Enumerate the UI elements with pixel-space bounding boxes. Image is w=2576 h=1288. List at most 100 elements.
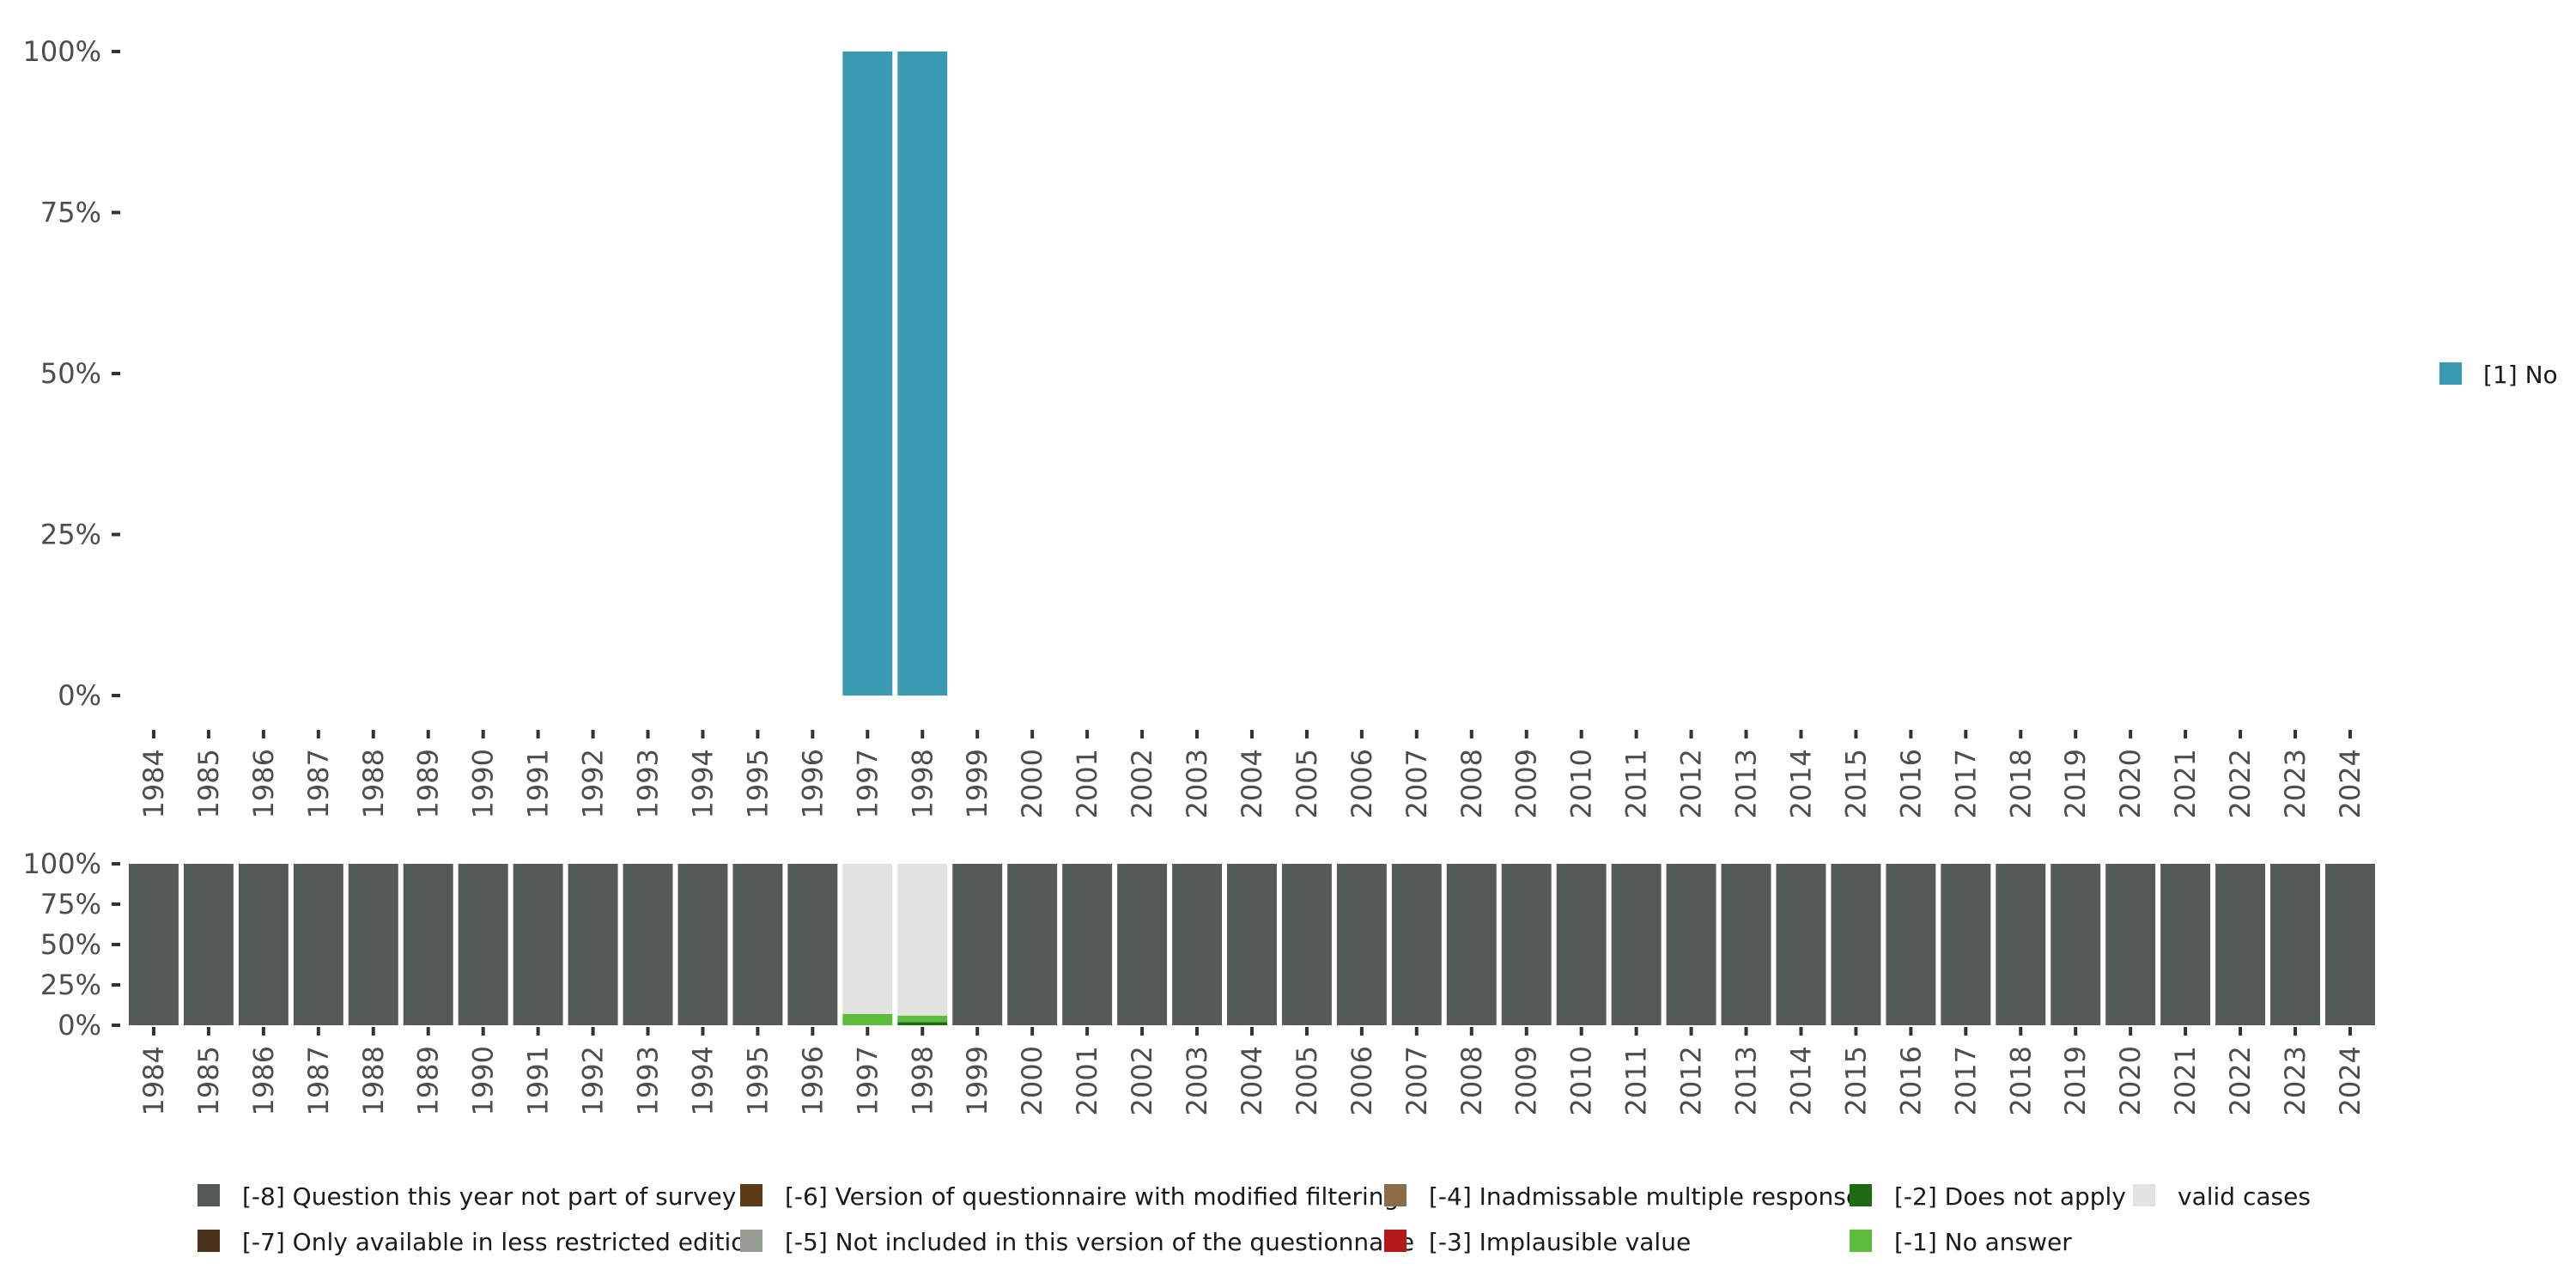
bar-segment — [1886, 864, 1936, 1025]
x-tick-label: 2002 — [1126, 749, 1158, 818]
bar-segment — [1611, 864, 1662, 1025]
bar-segment — [897, 52, 948, 696]
bar-segment — [1831, 864, 1881, 1025]
x-tick-label: 2004 — [1236, 1046, 1268, 1115]
x-tick-label: 2012 — [1675, 1046, 1708, 1115]
x-tick-label: 1993 — [632, 749, 665, 818]
legend-label: [-8] Question this year not part of surv… — [242, 1182, 736, 1211]
x-tick-label: 1995 — [741, 1046, 774, 1115]
x-tick-label: 2022 — [2224, 749, 2257, 818]
x-tick-label: 1985 — [192, 749, 225, 818]
x-tick-label: 2009 — [1510, 1046, 1543, 1115]
bar-segment — [732, 864, 783, 1025]
x-tick-label: 2001 — [1071, 1046, 1103, 1115]
bar-segment — [1666, 864, 1716, 1025]
legend-swatch — [1384, 1184, 1406, 1206]
legend-label: [-3] Implausible value — [1429, 1228, 1691, 1256]
x-tick-label: 2000 — [1016, 749, 1048, 818]
x-tick-label: 2017 — [1949, 1046, 1982, 1115]
bar-segment — [1721, 864, 1771, 1025]
y-tick-label: 0% — [58, 679, 101, 712]
legend-label: [-7] Only available in less restricted e… — [242, 1228, 761, 1256]
y-tick-label: 100% — [23, 35, 101, 68]
bar-segment — [623, 864, 673, 1025]
x-tick-label: 2012 — [1675, 749, 1708, 818]
x-tick-label: 2024 — [2334, 1046, 2366, 1115]
bar-segment — [568, 864, 618, 1025]
x-tick-label: 1998 — [906, 1046, 939, 1115]
x-tick-label: 2017 — [1949, 749, 1982, 818]
x-tick-label: 2018 — [2004, 1046, 2037, 1115]
x-tick-label: 2006 — [1346, 749, 1378, 818]
bar-segment — [129, 864, 179, 1025]
x-tick-label: 1995 — [741, 749, 774, 818]
bar-segment — [897, 864, 948, 1016]
x-tick-label: 1987 — [302, 1046, 335, 1115]
legend-swatch — [197, 1230, 220, 1252]
bar-segment — [952, 864, 1003, 1025]
x-tick-label: 1988 — [357, 749, 390, 818]
x-tick-label: 2001 — [1071, 749, 1103, 818]
x-tick-label: 2000 — [1016, 1046, 1048, 1115]
legend-swatch — [1850, 1230, 1872, 1252]
x-tick-label: 2019 — [2059, 749, 2092, 818]
x-tick-label: 1990 — [467, 1046, 500, 1115]
x-tick-label: 1992 — [577, 1046, 610, 1115]
x-tick-label: 2011 — [1620, 1046, 1653, 1115]
legend-swatch — [740, 1230, 762, 1252]
x-tick-label: 2003 — [1181, 1046, 1213, 1115]
bar-segment — [2270, 864, 2320, 1025]
bar-segment — [1776, 864, 1826, 1025]
x-tick-label: 1999 — [961, 1046, 993, 1115]
x-tick-label: 2021 — [2169, 749, 2202, 818]
x-tick-label: 2008 — [1455, 749, 1488, 818]
bar-segment — [842, 52, 893, 696]
x-tick-label: 1998 — [906, 749, 939, 818]
legend-swatch — [740, 1184, 762, 1206]
x-tick-label: 2010 — [1565, 749, 1598, 818]
x-tick-label: 1994 — [686, 749, 719, 818]
legend-swatch — [1850, 1184, 1872, 1206]
x-tick-label: 2022 — [2224, 1046, 2257, 1115]
x-tick-label: 2015 — [1839, 749, 1872, 818]
bar-segment — [2050, 864, 2101, 1025]
legend-swatch — [2133, 1184, 2155, 1206]
bar-segment — [1281, 864, 1332, 1025]
y-tick-label: 75% — [40, 888, 101, 920]
x-tick-label: 2004 — [1236, 749, 1268, 818]
bar-segment — [787, 864, 838, 1025]
x-tick-label: 2014 — [1784, 1046, 1817, 1115]
bar-segment — [1446, 864, 1497, 1025]
bar-segment — [897, 1015, 948, 1023]
bar-segment — [1996, 864, 2046, 1025]
x-tick-label: 2002 — [1126, 1046, 1158, 1115]
x-tick-label: 1989 — [412, 749, 445, 818]
x-tick-label: 1991 — [522, 749, 555, 818]
x-tick-label: 1989 — [412, 1046, 445, 1115]
bar-segment — [183, 864, 234, 1025]
legend-label: valid cases — [2178, 1182, 2311, 1211]
y-tick-label: 50% — [40, 357, 101, 390]
x-tick-label: 2020 — [2114, 1046, 2147, 1115]
x-tick-label: 1997 — [851, 1046, 884, 1115]
x-tick-label: 2005 — [1291, 1046, 1323, 1115]
x-tick-label: 2007 — [1400, 749, 1433, 818]
bar-segment — [1227, 864, 1277, 1025]
x-tick-label: 1986 — [247, 749, 280, 818]
x-tick-label: 2023 — [2279, 749, 2312, 818]
bar-segment — [403, 864, 453, 1025]
y-tick-label: 25% — [40, 969, 101, 1001]
x-tick-label: 1993 — [632, 1046, 665, 1115]
legend-label: [-1] No answer — [1894, 1228, 2072, 1256]
x-tick-label: 2008 — [1455, 1046, 1488, 1115]
y-tick-label: 25% — [40, 519, 101, 551]
x-tick-label: 2023 — [2279, 1046, 2312, 1115]
bar-segment — [458, 864, 508, 1025]
x-tick-label: 2020 — [2114, 749, 2147, 818]
x-tick-label: 2014 — [1784, 749, 1817, 818]
legend-label: [-5] Not included in this version of the… — [785, 1228, 1414, 1256]
legend-label: [-2] Does not apply — [1894, 1182, 2126, 1211]
x-tick-label: 2013 — [1730, 1046, 1763, 1115]
legend-label: [1] No — [2483, 361, 2558, 389]
